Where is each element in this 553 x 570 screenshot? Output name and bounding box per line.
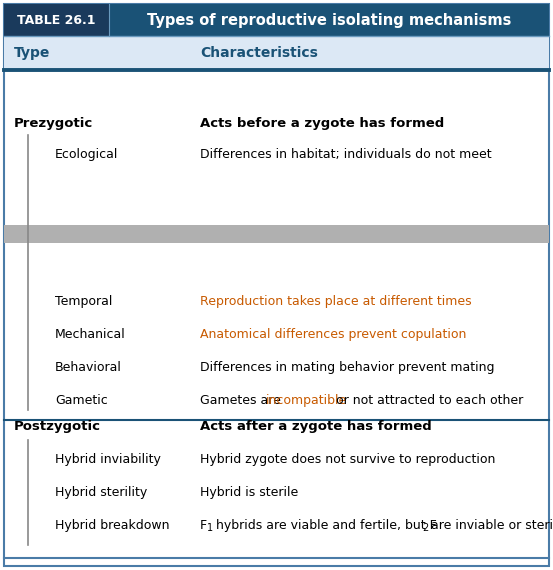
Text: Hybrid breakdown: Hybrid breakdown [55, 519, 170, 532]
Text: Reproduction takes place at different times: Reproduction takes place at different ti… [200, 295, 472, 308]
Bar [4, 4, 109, 36]
Text: F: F [200, 519, 207, 532]
Text: are inviable or sterile: are inviable or sterile [427, 519, 553, 532]
Text: Prezygotic: Prezygotic [14, 117, 93, 130]
Text: Hybrid zygote does not survive to reproduction: Hybrid zygote does not survive to reprod… [200, 453, 495, 466]
Text: Mechanical: Mechanical [55, 328, 126, 341]
Bar [4, 225, 549, 243]
Text: Acts before a zygote has formed: Acts before a zygote has formed [200, 117, 444, 130]
Text: Hybrid inviability: Hybrid inviability [55, 453, 161, 466]
Text: hybrids are viable and fertile, but F: hybrids are viable and fertile, but F [212, 519, 437, 532]
Text: or not attracted to each other: or not attracted to each other [332, 394, 524, 407]
Text: Characteristics: Characteristics [200, 46, 318, 60]
Text: Hybrid sterility: Hybrid sterility [55, 486, 147, 499]
Text: Ecological: Ecological [55, 148, 118, 161]
Text: 2: 2 [422, 523, 428, 533]
Bar [4, 36, 549, 70]
Text: 1: 1 [206, 523, 212, 533]
Text: Type: Type [14, 46, 50, 60]
Text: Behavioral: Behavioral [55, 361, 122, 374]
Text: Differences in habitat; individuals do not meet: Differences in habitat; individuals do n… [200, 148, 492, 161]
Text: TABLE 26.1: TABLE 26.1 [17, 14, 96, 26]
Text: Postzygotic: Postzygotic [14, 420, 101, 433]
Text: Types of reproductive isolating mechanisms: Types of reproductive isolating mechanis… [147, 13, 511, 27]
Text: incompatible: incompatible [266, 394, 347, 407]
Text: Hybrid is sterile: Hybrid is sterile [200, 486, 298, 499]
Bar [4, 4, 549, 36]
Text: Acts after a zygote has formed: Acts after a zygote has formed [200, 420, 432, 433]
Text: Anatomical differences prevent copulation: Anatomical differences prevent copulatio… [200, 328, 466, 341]
Text: Temporal: Temporal [55, 295, 112, 308]
Text: Gametic: Gametic [55, 394, 108, 407]
Text: Differences in mating behavior prevent mating: Differences in mating behavior prevent m… [200, 361, 494, 374]
Text: Gametes are: Gametes are [200, 394, 285, 407]
